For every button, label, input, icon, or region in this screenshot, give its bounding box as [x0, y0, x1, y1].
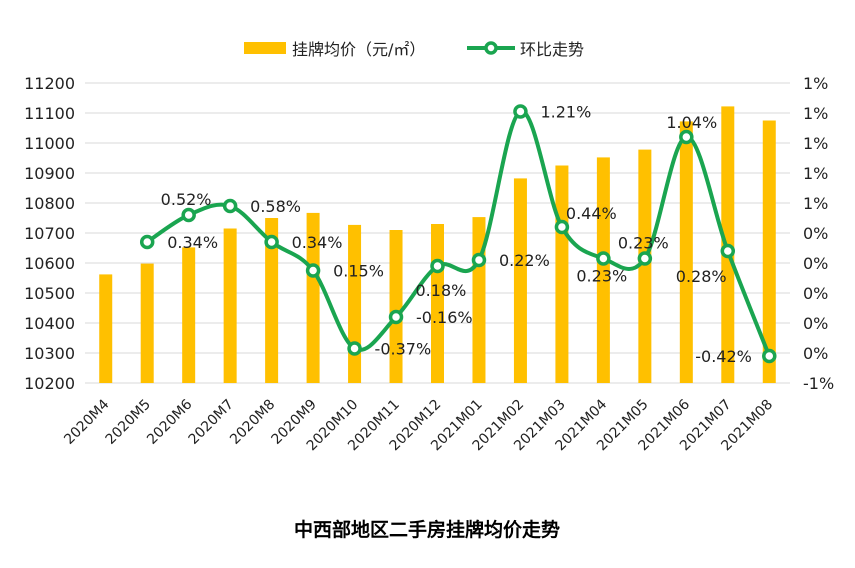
y-right-tick-label: 1% [803, 164, 828, 183]
legend-bar-swatch [244, 42, 286, 54]
y-right-tick-label: 1% [803, 74, 828, 93]
point-2020M12 [430, 258, 445, 274]
data-label: -0.16% [416, 308, 473, 327]
point-2020M6 [181, 207, 196, 223]
y-left-tick-label: 10300 [24, 344, 75, 363]
y-left-tick-label: 10400 [24, 314, 75, 333]
x-tick-label: 2020M5 [103, 397, 154, 448]
y-right-tick-label: 0% [803, 314, 828, 333]
point-2021M07 [720, 243, 736, 259]
point-2021M04 [596, 251, 611, 266]
point-2020M5 [139, 234, 155, 250]
data-label: 0.18% [416, 281, 467, 300]
point-2020M9 [305, 263, 321, 278]
bar-2021M02 [513, 178, 527, 383]
legend-bar-label: 挂牌均价（元/㎡） [292, 40, 425, 59]
point-2021M02 [513, 104, 528, 119]
y-left-tick-label: 10800 [24, 194, 75, 213]
y-right-tick-label: 1% [803, 194, 828, 213]
y-left-tick-label: 11100 [24, 104, 75, 123]
bar-2020M4 [99, 274, 113, 383]
data-label: 0.15% [333, 262, 384, 281]
bar-2020M10 [348, 224, 362, 383]
point-2021M01 [471, 252, 487, 268]
y-left-tick-label: 10600 [24, 254, 75, 273]
bar-2020M8 [265, 218, 279, 383]
data-label: 0.34% [292, 233, 343, 252]
point-2021M03 [554, 219, 570, 235]
bar-2020M11 [389, 230, 403, 383]
y-left-tick-label: 10500 [24, 284, 75, 303]
data-label: 0.22% [499, 251, 550, 270]
data-label: -0.42% [695, 347, 752, 366]
point-2020M8 [264, 234, 279, 250]
point-2020M10 [347, 341, 362, 356]
legend: 挂牌均价（元/㎡） 环比走势 [244, 40, 584, 59]
y-left-tick-label: 10900 [24, 164, 75, 183]
bar-2021M05 [638, 149, 652, 383]
y-right-tick-label: 0% [803, 254, 828, 273]
bar-2020M6 [182, 247, 196, 383]
bar-2020M9 [306, 212, 320, 383]
x-tick-label: 2020M8 [227, 397, 278, 448]
point-2021M06 [679, 129, 694, 145]
y-right-tick-label: 1% [803, 104, 828, 123]
legend-line-marker [484, 41, 498, 55]
x-tick-label: 2020M7 [186, 397, 237, 448]
data-label: -0.37% [375, 340, 432, 359]
data-label: 1.04% [666, 113, 717, 132]
data-label: 0.34% [167, 233, 218, 252]
bar-2021M04 [596, 157, 610, 383]
point-2021M05 [637, 251, 653, 266]
bar-2021M06 [679, 121, 693, 384]
point-2020M7 [222, 198, 238, 214]
bar-2021M03 [555, 165, 569, 383]
y-right-tick-label: 0% [803, 284, 828, 303]
bar-2020M5 [140, 263, 154, 383]
y-right-tick-label: 1% [803, 134, 828, 153]
bar-2021M08 [762, 120, 776, 383]
chart-title: 中西部地区二手房挂牌均价走势 [294, 518, 560, 541]
data-label: 0.28% [676, 267, 727, 286]
point-2021M08 [762, 348, 777, 364]
y-left-tick-label: 11000 [24, 134, 75, 153]
y-left-tick-label: 10700 [24, 224, 75, 243]
data-label: 0.44% [566, 204, 617, 223]
bar-2020M7 [223, 228, 237, 383]
legend-line-label: 环比走势 [520, 40, 584, 59]
data-label: 0.52% [161, 190, 212, 209]
bar-2020M12 [431, 224, 444, 383]
data-label: 0.23% [618, 234, 669, 253]
y-right-tick-label: 0% [803, 344, 828, 363]
y-right-tick-label: -1% [803, 374, 834, 393]
y-right-tick-label: 0% [803, 224, 828, 243]
point-2020M11 [388, 309, 404, 325]
data-label: 0.23% [576, 267, 627, 286]
y-left-tick-label: 10200 [24, 374, 75, 393]
data-label: 1.21% [540, 103, 591, 122]
data-label: 0.58% [250, 197, 301, 216]
y-left-tick-label: 11200 [24, 74, 75, 93]
